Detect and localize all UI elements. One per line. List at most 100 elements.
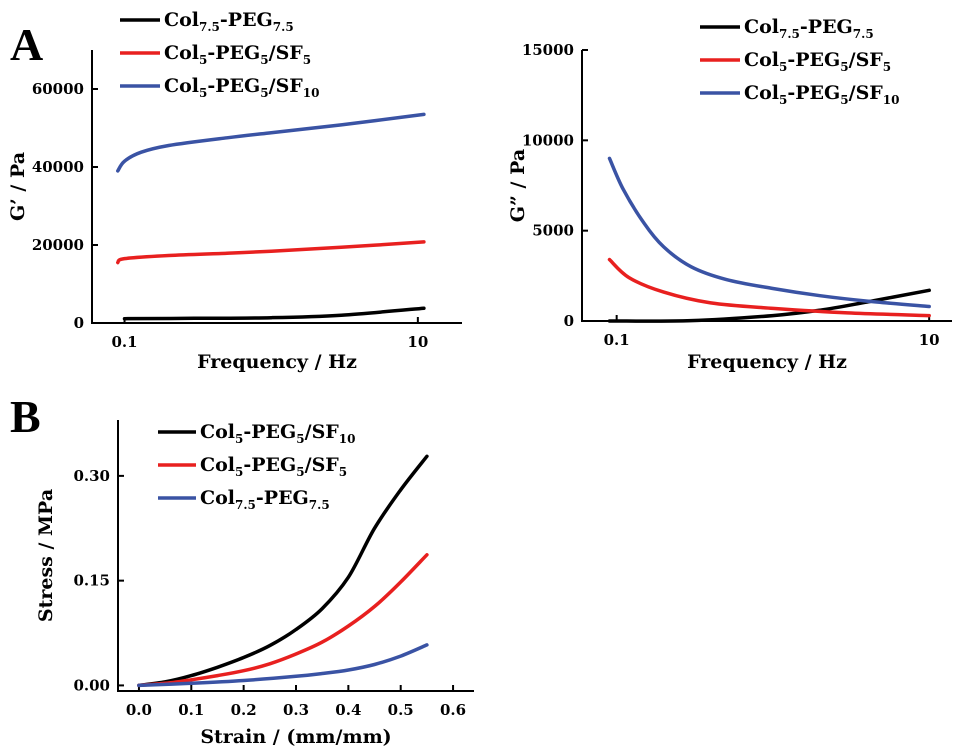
series-line-1: [607, 257, 931, 318]
x-tick-label: 0.0: [126, 701, 152, 719]
legend-text-part: /SF: [305, 454, 340, 476]
legend-text-part: /SF: [849, 49, 884, 71]
legend-subscript: 10: [339, 432, 356, 446]
legend-subscript: 5: [303, 53, 311, 67]
legend-subscript: 5: [883, 60, 891, 74]
series-line-1: [116, 240, 426, 265]
x-tick-label: 0.1: [604, 331, 630, 349]
legend-subscript: 5: [235, 465, 243, 479]
legend-text-part: /SF: [849, 82, 884, 104]
x-tick-label: 0.1: [111, 333, 137, 351]
chart-storage-modulus: 0 20000 40000 60000 0.1 10 Frequency / Hz G’ / …: [7, 9, 462, 373]
legend-subscript: 10: [883, 93, 900, 107]
legend-subscript: 7.5: [779, 27, 800, 41]
legend-subscript: 5: [260, 86, 268, 100]
y-tick-label: 60000: [32, 80, 84, 98]
legend-text-part: -PEG: [220, 9, 273, 31]
legend-entry: Col7.5-PEG7.5: [744, 16, 874, 41]
x-tick-label: 0.3: [283, 701, 309, 719]
x-tick-label: 10: [919, 331, 940, 349]
legend-entry: Col7.5-PEG7.5: [164, 9, 294, 34]
legend-text-part: /SF: [269, 42, 304, 64]
legend-text-part: -PEG: [243, 454, 296, 476]
legend-entry: Col5-PEG5/SF5: [164, 42, 311, 67]
x-axis-label: Frequency / Hz: [687, 351, 847, 373]
y-axis-label: Stress / MPa: [35, 489, 57, 622]
series-line-2: [607, 156, 931, 309]
x-tick-label: 0.4: [335, 701, 361, 719]
legend-subscript: 5: [840, 93, 848, 107]
legend-entry: Col5-PEG5/SF10: [200, 421, 355, 446]
legend-subscript: 5: [199, 53, 207, 67]
legend-text-part: Col: [200, 421, 235, 443]
legend-subscript: 5: [296, 432, 304, 446]
y-tick-label: 0.15: [73, 572, 110, 590]
legend-text-part: /SF: [305, 421, 340, 443]
legend-entry: Col5-PEG5/SF5: [744, 49, 891, 74]
y-tick-label: 40000: [32, 158, 84, 176]
y-tick-label: 0.00: [73, 676, 110, 694]
legend-text-part: -PEG: [787, 49, 840, 71]
x-tick-label: 10: [407, 333, 428, 351]
legend-text-part: Col: [744, 49, 779, 71]
y-tick-label: 20000: [32, 236, 84, 254]
series-line-1: [137, 553, 429, 688]
x-tick-label: 0.1: [178, 701, 204, 719]
y-tick-label: 15000: [522, 41, 574, 59]
chart-stress-strain: 0.00 0.15 0.30 0.0 0.1 0.2 0.3 0.4 0.5 0.6 Strain …: [35, 420, 474, 748]
legend-subscript: 5: [779, 60, 787, 74]
x-tick-label: 0.2: [231, 701, 257, 719]
legend-text-part: -PEG: [800, 16, 853, 38]
y-tick-label: 10000: [522, 131, 574, 149]
legend-subscript: 7.5: [235, 498, 256, 512]
legend-subscript: 5: [296, 465, 304, 479]
legend-text-part: Col: [744, 16, 779, 38]
series-line-2: [137, 643, 429, 688]
legend-text-part: /SF: [269, 75, 304, 97]
x-tick-label: 0.5: [388, 701, 414, 719]
legend-text-part: Col: [200, 454, 235, 476]
legend-text-part: Col: [164, 9, 199, 31]
legend-entry: Col5-PEG5/SF10: [744, 82, 899, 107]
y-axis-label: G’ / Pa: [7, 152, 29, 221]
legend-subscript: 7.5: [853, 27, 874, 41]
y-tick-label: 5000: [532, 222, 574, 240]
chart-loss-modulus: 0 5000 10000 15000 0.1 10 Frequency / Hz G” / P…: [507, 16, 952, 373]
legend-text-part: Col: [164, 75, 199, 97]
legend-text-part: -PEG: [207, 75, 260, 97]
legend-text-part: -PEG: [243, 421, 296, 443]
series-line-0: [607, 288, 931, 323]
y-tick-label: 0.30: [73, 467, 110, 485]
legend-subscript: 7.5: [309, 498, 330, 512]
legend-text-part: -PEG: [256, 487, 309, 509]
legend-text-part: -PEG: [207, 42, 260, 64]
legend-subscript: 5: [199, 86, 207, 100]
legend-subscript: 5: [840, 60, 848, 74]
series-line-0: [122, 306, 426, 321]
x-tick-label: 0.6: [440, 701, 466, 719]
panel-letter-a: A: [10, 19, 43, 70]
legend-subscript: 5: [339, 465, 347, 479]
legend-text-part: Col: [164, 42, 199, 64]
y-axis-label: G” / Pa: [507, 149, 529, 222]
legend-subscript: 7.5: [273, 20, 294, 34]
legend-subscript: 5: [779, 93, 787, 107]
legend-subscript: 5: [235, 432, 243, 446]
legend-entry: Col7.5-PEG7.5: [200, 487, 330, 512]
y-tick-label: 0: [74, 314, 84, 332]
series-line-0: [137, 454, 429, 688]
y-tick-label: 0: [564, 312, 574, 330]
legend-subscript: 7.5: [199, 20, 220, 34]
panel-letter-b: B: [10, 391, 41, 442]
legend-entry: Col5-PEG5/SF10: [164, 75, 319, 100]
legend-subscript: 5: [260, 53, 268, 67]
x-axis-label: Strain / (mm/mm): [200, 726, 391, 748]
legend-entry: Col5-PEG5/SF5: [200, 454, 347, 479]
series-line-2: [116, 112, 426, 173]
legend-text-part: Col: [200, 487, 235, 509]
x-axis-label: Frequency / Hz: [197, 351, 357, 373]
legend-subscript: 10: [303, 86, 320, 100]
legend-text-part: -PEG: [787, 82, 840, 104]
legend-text-part: Col: [744, 82, 779, 104]
